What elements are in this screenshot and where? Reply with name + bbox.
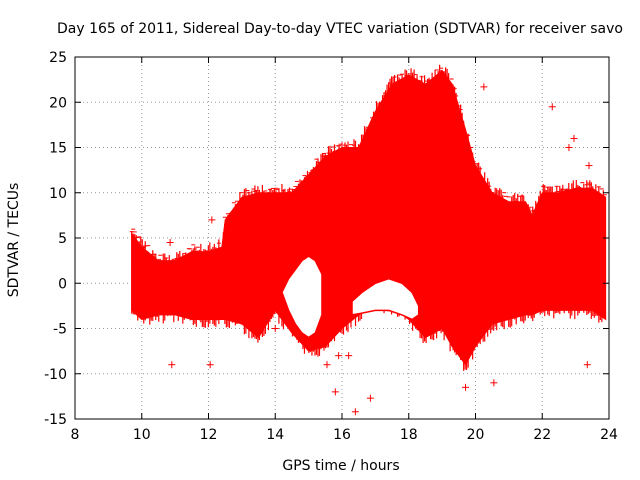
data-point	[206, 361, 214, 369]
data-point	[345, 352, 353, 360]
data-hole	[351, 277, 420, 321]
x-tick-label: 16	[333, 427, 351, 443]
y-tick-label: 25	[49, 50, 67, 66]
data-point	[480, 83, 488, 91]
data-point	[351, 408, 359, 416]
y-tick-label: 5	[58, 231, 67, 247]
x-axis-label: GPS time / hours	[282, 458, 399, 474]
data-point	[271, 325, 279, 332]
x-tick-label: 24	[600, 427, 618, 443]
data-point	[461, 383, 469, 391]
x-tick-label: 10	[133, 427, 151, 443]
data-point	[548, 103, 556, 111]
y-tick-label: -10	[44, 367, 67, 383]
data-point	[418, 80, 426, 88]
y-tick-label: 0	[58, 276, 67, 292]
data-point	[490, 379, 498, 387]
y-tick-label: -5	[53, 322, 67, 338]
chart-title: Day 165 of 2011, Sidereal Day-to-day VTE…	[57, 21, 623, 37]
data-point	[331, 388, 339, 396]
data-point	[565, 144, 573, 151]
data-hole	[281, 255, 323, 339]
x-tick-label: 8	[71, 427, 80, 443]
y-tick-label: 20	[49, 95, 67, 111]
data-point	[168, 361, 176, 369]
outlier-points	[166, 80, 593, 416]
data-point	[585, 162, 593, 170]
axis-ticks: 8 10 12 14 16 18 20 22 24 -15 -10 -5 0 5 10 15 20 25	[44, 50, 618, 443]
x-tick-label: 12	[200, 427, 218, 443]
data-point	[323, 361, 331, 369]
y-axis-label: SDTVAR / TECUs	[6, 183, 22, 298]
data-point	[583, 361, 591, 369]
y-tick-label: 10	[49, 186, 67, 202]
data-point	[335, 352, 343, 360]
data-point	[208, 216, 216, 224]
x-tick-label: 14	[266, 427, 284, 443]
data-point	[166, 239, 174, 247]
x-tick-label: 20	[467, 427, 485, 443]
data-point	[321, 153, 329, 161]
data-cloud	[129, 64, 607, 371]
x-tick-label: 22	[533, 427, 551, 443]
y-tick-label: -15	[44, 412, 67, 428]
x-tick-label: 18	[400, 427, 418, 443]
y-tick-label: 15	[49, 141, 67, 157]
data-point	[366, 394, 374, 402]
data-point	[570, 134, 578, 142]
